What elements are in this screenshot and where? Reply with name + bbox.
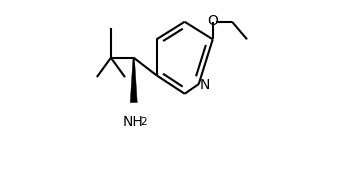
Text: NH: NH <box>122 115 143 129</box>
Text: 2: 2 <box>140 118 147 127</box>
Text: O: O <box>207 14 218 28</box>
Polygon shape <box>130 58 137 102</box>
Text: N: N <box>200 78 210 92</box>
